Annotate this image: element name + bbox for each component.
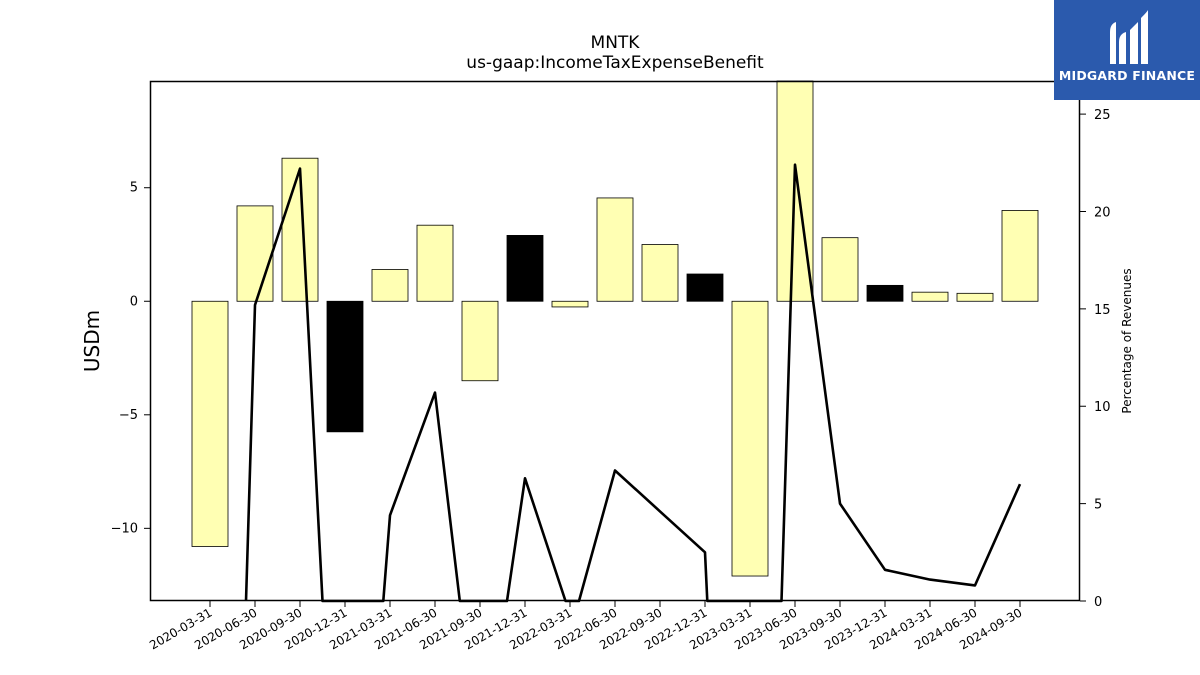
bar-2022-09-30 [641, 244, 679, 302]
right-axis-ticks: 0 5 10 15 20 25 [1080, 108, 1111, 610]
bar-2024-06-30 [956, 292, 994, 302]
chart-subtitle: us-gaap:IncomeTaxExpenseBenefit [466, 53, 764, 73]
logo-mark-icon [1110, 10, 1148, 64]
bar-2020-03-31 [191, 300, 229, 547]
bar-2024-09-30 [1001, 210, 1039, 302]
y-tick-label: −5 [119, 408, 138, 423]
y-axis-label: USDm [80, 310, 104, 372]
bar-2021-12-31 [506, 235, 544, 302]
midgard-finance-logo: MIDGARD FINANCE [1054, 0, 1200, 100]
bar-2023-03-31 [731, 300, 769, 577]
bar-2021-09-30 [461, 300, 499, 382]
y2-tick-label: 0 [1094, 595, 1102, 610]
bar-2022-03-31 [551, 300, 589, 308]
bar-2022-06-30 [596, 197, 634, 302]
y2-tick-label: 20 [1094, 205, 1111, 220]
y-tick-label: 0 [130, 294, 138, 309]
y-tick-label: 5 [130, 181, 138, 196]
y-tick-label: −10 [111, 521, 138, 536]
plot-frame [149, 80, 1081, 602]
bar-2022-12-31 [686, 273, 724, 302]
x-axis-ticks: 2020-03-312020-06-302020-09-302020-12-31… [147, 601, 1025, 652]
bar-2023-09-30 [821, 237, 859, 302]
bar-2024-03-31 [911, 291, 949, 302]
y2-axis-label: Percentage of Revenues [1120, 268, 1134, 413]
bar-2021-06-30 [416, 224, 454, 302]
bar-2023-12-31 [866, 284, 904, 302]
bar-2020-06-30 [236, 205, 274, 302]
bar-series [191, 80, 1039, 577]
left-axis-ticks: −10 −5 0 5 [111, 181, 150, 536]
bar-2020-12-31 [326, 300, 364, 433]
bar-2021-03-31 [371, 269, 409, 302]
logo-text: MIDGARD FINANCE [1058, 68, 1196, 83]
y2-tick-label: 5 [1094, 498, 1102, 513]
y2-tick-label: 15 [1094, 303, 1111, 318]
y2-tick-label: 25 [1094, 108, 1111, 123]
y2-tick-label: 10 [1094, 400, 1111, 415]
chart-title: MNTK [591, 33, 641, 53]
